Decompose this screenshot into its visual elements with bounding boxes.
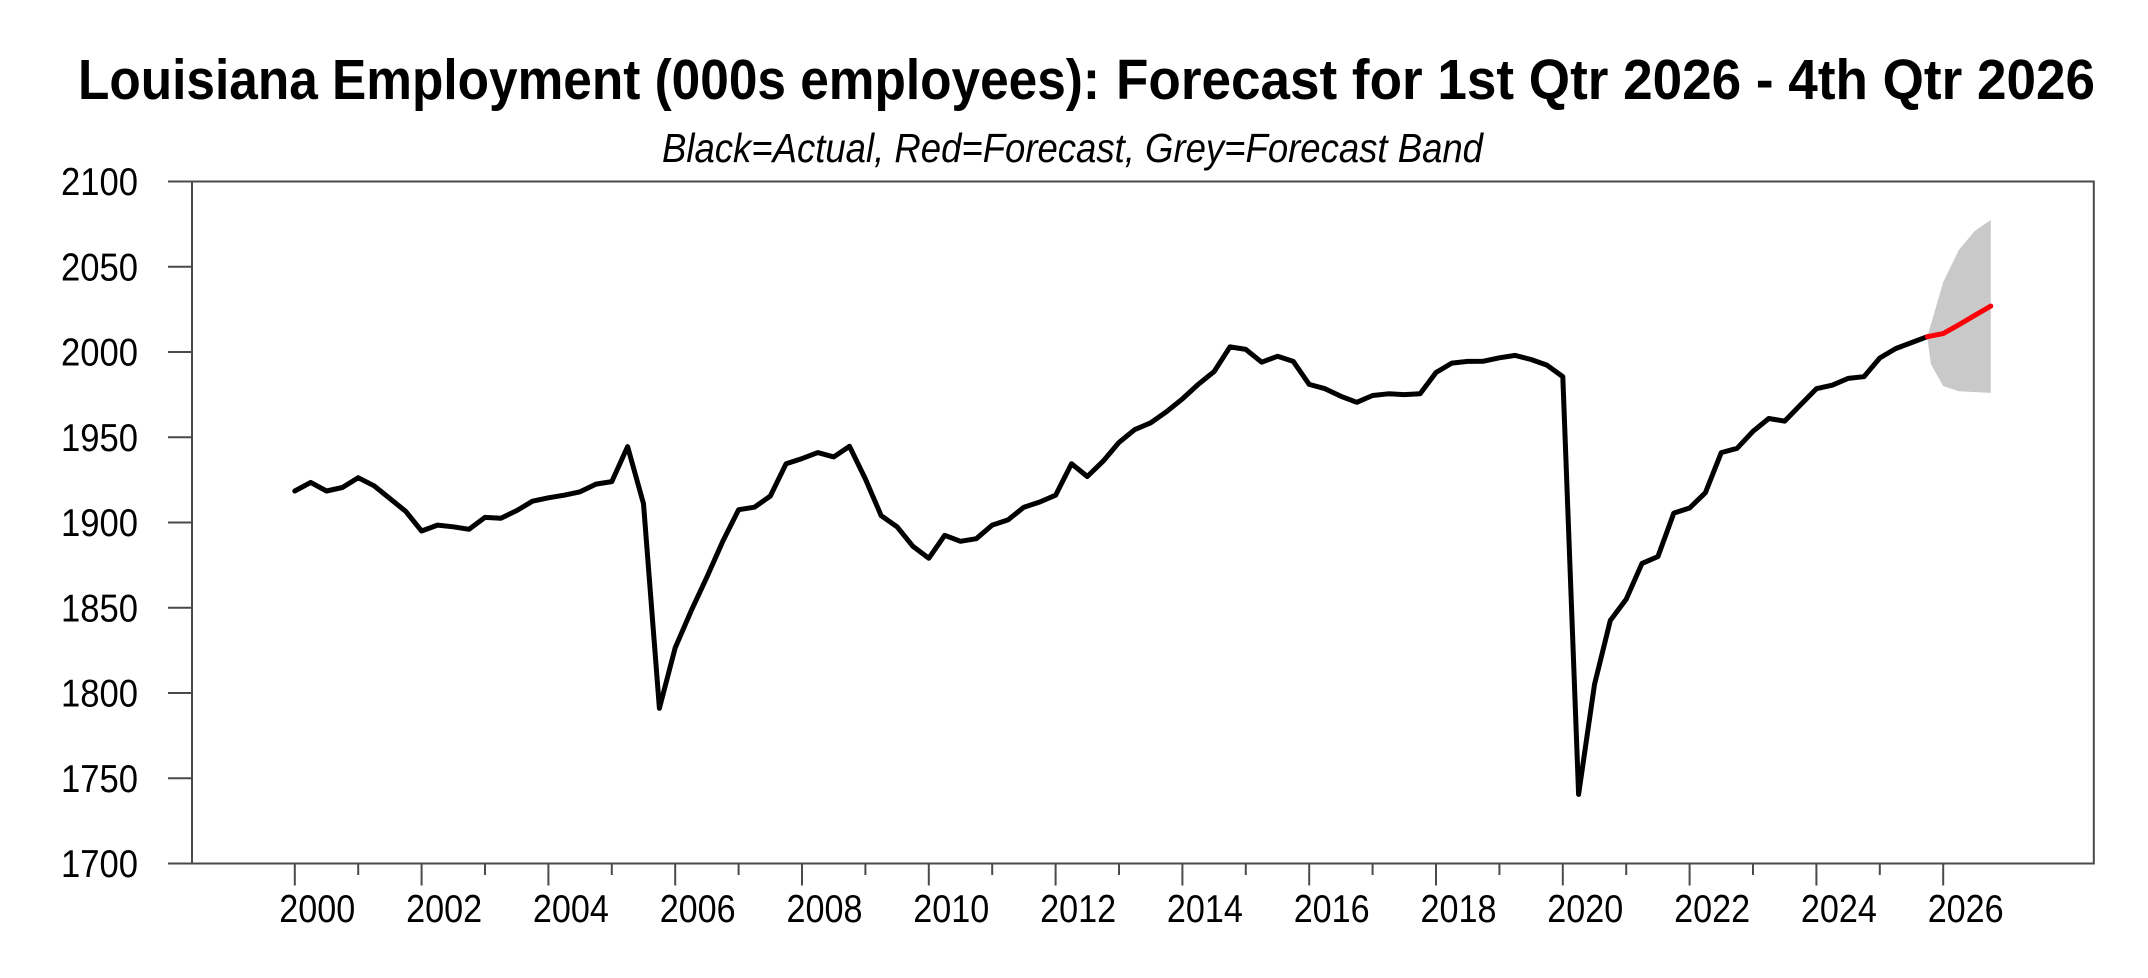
svg-text:2000: 2000 — [61, 332, 138, 375]
svg-text:2006: 2006 — [660, 888, 736, 931]
svg-text:1700: 1700 — [61, 843, 138, 886]
svg-text:2018: 2018 — [1421, 888, 1497, 931]
svg-text:2100: 2100 — [61, 161, 138, 204]
svg-text:1750: 1750 — [61, 758, 138, 801]
svg-text:2012: 2012 — [1040, 888, 1116, 931]
svg-text:Black=Actual, Red=Forecast, Gr: Black=Actual, Red=Forecast, Grey=Forecas… — [662, 125, 1484, 171]
svg-text:2014: 2014 — [1167, 888, 1243, 931]
svg-text:Forecast for 1st Qtr 2026 - 4t: Forecast for 1st Qtr 2026 - 4th Qtr 2026 — [1116, 48, 2095, 112]
svg-text:1850: 1850 — [61, 587, 138, 630]
svg-text:2020: 2020 — [1547, 888, 1623, 931]
svg-text:1950: 1950 — [61, 417, 138, 460]
svg-text:2000: 2000 — [279, 888, 355, 931]
svg-text:2050: 2050 — [61, 246, 138, 289]
svg-text:2022: 2022 — [1674, 888, 1750, 931]
svg-text:2016: 2016 — [1294, 888, 1370, 931]
svg-text:2004: 2004 — [533, 888, 609, 931]
svg-text:2010: 2010 — [913, 888, 989, 931]
svg-text:Louisiana Employment (000s emp: Louisiana Employment (000s employees): — [78, 48, 1100, 112]
svg-text:1800: 1800 — [61, 673, 138, 716]
svg-text:2026: 2026 — [1928, 888, 2004, 931]
svg-text:1900: 1900 — [61, 502, 138, 545]
svg-text:2008: 2008 — [787, 888, 863, 931]
svg-text:2024: 2024 — [1801, 888, 1877, 931]
svg-text:2002: 2002 — [406, 888, 482, 931]
